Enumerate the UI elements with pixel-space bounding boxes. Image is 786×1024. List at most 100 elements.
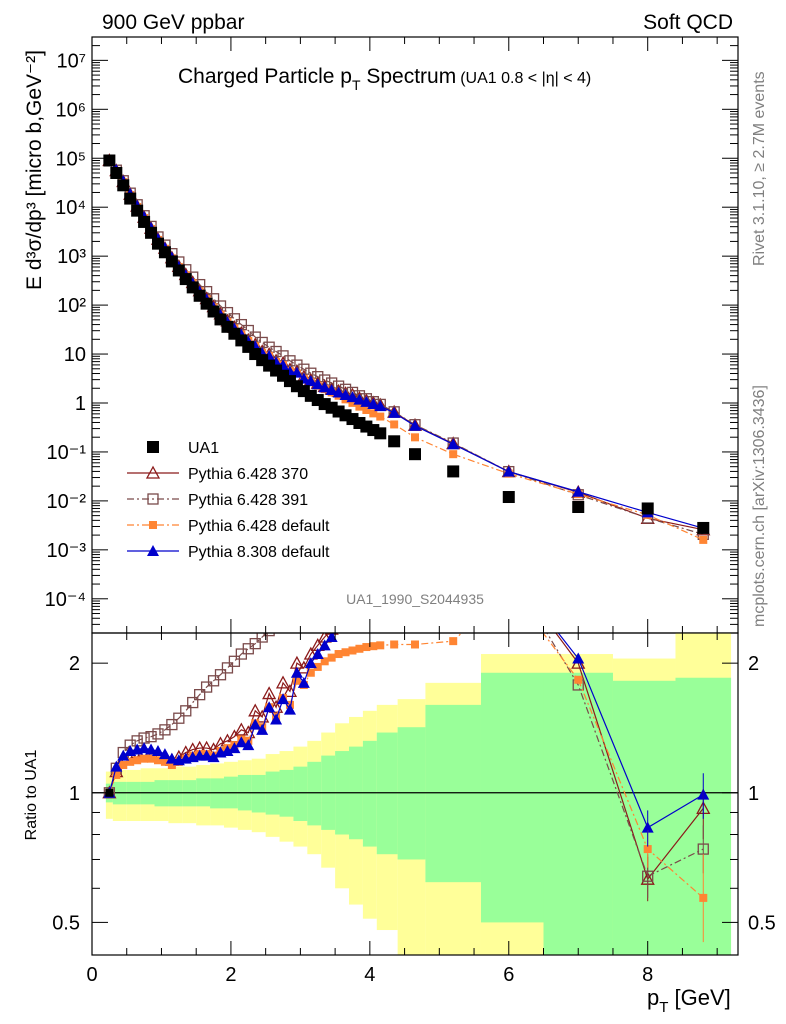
y-tick-label: 10²	[57, 295, 86, 317]
data-point	[641, 502, 654, 515]
ratio-point	[263, 701, 276, 713]
x-tick-label: 6	[503, 964, 514, 986]
x-tick-label: 0	[86, 964, 97, 986]
ratio-point	[263, 633, 275, 637]
ratio-point	[110, 760, 123, 772]
data-point	[353, 393, 366, 405]
ratio-point	[449, 637, 458, 646]
x-tick-label: 4	[364, 964, 375, 986]
legend-label: Pythia 6.428 370	[188, 466, 308, 483]
ratio-point	[112, 770, 121, 779]
x-tick-label: 2	[225, 964, 236, 986]
ratio-point	[200, 749, 213, 761]
inner-band	[362, 740, 377, 847]
ratio-point	[214, 669, 227, 681]
data-point	[355, 402, 364, 411]
ratio-point	[255, 709, 270, 723]
y-tick-label: 10⁶	[56, 99, 86, 121]
data-point	[367, 398, 380, 410]
data-point	[158, 246, 171, 259]
y-tick-label: 10	[64, 344, 86, 366]
ratio-point	[145, 743, 158, 755]
header-left: 900 GeV ppbar	[102, 11, 244, 34]
ratio-point	[248, 703, 263, 717]
ratio-point	[158, 748, 171, 760]
ratio-point	[320, 657, 329, 666]
ratio-point	[327, 653, 336, 662]
header-right: Soft QCD	[643, 11, 733, 34]
data-point	[447, 438, 460, 450]
title-spectrum: Spectrum	[361, 65, 457, 88]
ratio-point	[249, 718, 262, 730]
ratio-point	[200, 681, 213, 693]
inner-band	[210, 778, 224, 809]
inner-band	[307, 761, 322, 826]
y-tick-label: 10⁻¹	[47, 442, 87, 464]
ratio-point	[228, 655, 241, 667]
ratio-point	[119, 761, 128, 770]
ratio-point	[256, 723, 269, 735]
ratio-point	[249, 637, 261, 650]
legend-label: Pythia 6.428 default	[188, 518, 330, 535]
inner-band	[376, 732, 398, 855]
data-point	[502, 465, 515, 477]
ratio-point	[166, 718, 178, 731]
ratio-point	[133, 756, 142, 765]
ratio-point	[140, 754, 149, 763]
xlabel-unit: [GeV]	[668, 985, 730, 1010]
data-point	[390, 420, 399, 429]
main-title: Charged Particle pT Spectrum (UA1 0.8 < |…	[178, 65, 591, 93]
series-3	[105, 156, 708, 544]
data-point	[447, 465, 460, 478]
ratio-point	[313, 662, 322, 671]
x-axis-label: pT [GeV]	[647, 985, 731, 1016]
legend-marker	[147, 493, 159, 505]
ratio-point	[194, 689, 206, 701]
ratio-y-tick-label: 1	[69, 783, 80, 805]
data-point	[374, 427, 387, 440]
data-point	[376, 412, 385, 421]
data-point	[110, 166, 123, 179]
data-point	[332, 386, 345, 398]
ratio-point	[126, 757, 135, 766]
data-point	[572, 485, 585, 497]
uncertainty-bands	[92, 633, 738, 955]
ratio-point	[228, 742, 241, 754]
title-main: Charged Particle p	[178, 65, 352, 88]
ratio-point	[297, 676, 310, 688]
data-point	[124, 192, 137, 205]
ratio-point	[275, 675, 291, 689]
ratio-y-tick-label-right: 1	[748, 783, 759, 805]
ratio-point	[292, 676, 301, 685]
inner-band	[251, 774, 266, 813]
inner-band	[480, 672, 544, 923]
ua1-ratio-point	[105, 788, 114, 797]
ratio-point	[167, 761, 176, 770]
legend-label: Pythia 6.428 391	[188, 492, 308, 509]
legend-label: Pythia 8.308 default	[188, 544, 330, 561]
y-tick-label: 10⁻³	[47, 540, 87, 562]
data-point	[362, 405, 371, 414]
ratio-point	[290, 666, 303, 678]
data-point	[145, 226, 158, 239]
ratio-point	[145, 731, 157, 743]
data-point	[502, 491, 515, 504]
data-point	[369, 409, 378, 418]
data-point	[411, 433, 419, 442]
ratio-point	[221, 745, 234, 757]
xlabel-sub: T	[659, 999, 668, 1016]
y-tick-label: 10⁻²	[47, 491, 87, 513]
data-point	[348, 398, 357, 407]
ratio-point	[318, 639, 331, 651]
data-point	[290, 366, 303, 378]
legend-marker	[147, 545, 159, 556]
ratio-point	[306, 668, 315, 677]
ratio-point	[341, 648, 350, 657]
y-tick-label: 10⁻⁴	[45, 589, 86, 611]
inner-band	[425, 704, 481, 883]
ratio-point	[283, 703, 296, 715]
y-tick-label: 10⁷	[57, 50, 86, 72]
data-point	[165, 255, 178, 268]
ratio-point	[355, 644, 364, 653]
